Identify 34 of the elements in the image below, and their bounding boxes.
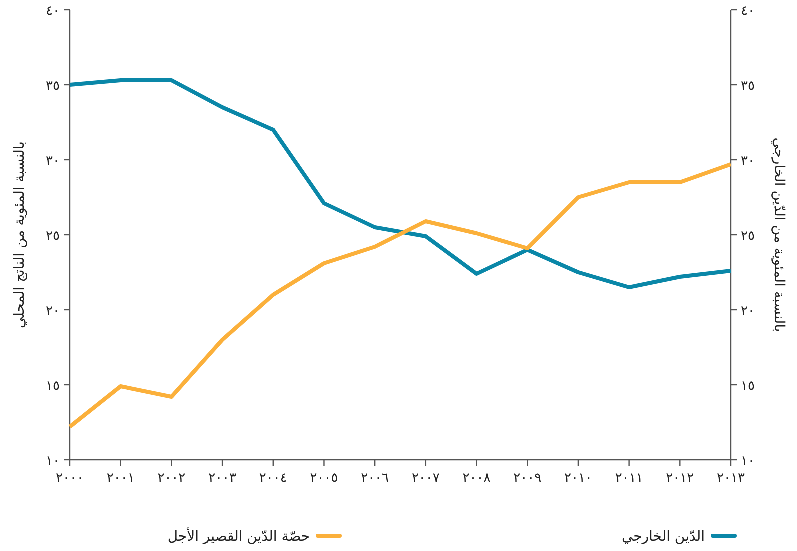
x-tick-label: ٢٠٠٧ (412, 471, 440, 486)
legend-label: الدّين الخارجي (622, 529, 705, 545)
x-tick-label: ٢٠٠٦ (361, 471, 390, 486)
x-tick-label: ٢٠٠٣ (208, 471, 237, 486)
x-tick-label: ٢٠٠٢ (158, 471, 186, 486)
x-tick-label: ٢٠١١ (615, 471, 644, 486)
y2-tick-label: ٣٠ (741, 154, 755, 169)
legend-label: حصّة الدّين القصير الأجل (168, 527, 310, 545)
x-tick-label: ٢٠١٠ (564, 471, 592, 486)
x-tick-label: ٢٠٠٩ (514, 471, 542, 486)
y-tick-label: ٢٥ (46, 229, 60, 244)
x-tick-label: ٢٠٠٤ (259, 471, 288, 486)
y2-tick-label: ١٠ (741, 454, 755, 469)
y2-axis-title: بالنسبة المئوية من الدّين الخارجي (771, 138, 787, 332)
line-series (68, 162, 733, 429)
y-tick-label: ١٠ (46, 454, 60, 469)
line-series (68, 78, 733, 290)
y2-tick-label: ٣٥ (741, 79, 755, 94)
x-tick-label: ٢٠٠٠ (56, 471, 84, 486)
y-tick-label: ٤٠ (46, 4, 60, 19)
y-axis-title: بالنسبة المئوية من الناتج المحلي (12, 141, 28, 329)
y2-tick-label: ١٥ (741, 379, 755, 394)
y2-tick-label: ٤٠ (741, 4, 755, 19)
y2-tick-label: ٢٠ (741, 304, 755, 319)
y-tick-label: ١٥ (46, 379, 60, 394)
x-tick-label: ٢٠٠١ (106, 471, 135, 486)
y-tick-label: ٢٠ (46, 304, 60, 319)
x-tick-label: ٢٠٠٨ (462, 471, 491, 486)
y2-tick-label: ٢٥ (741, 229, 755, 244)
x-tick-label: ٢٠١٣ (717, 471, 745, 486)
x-tick-label: ٢٠٠٥ (310, 471, 338, 486)
y-tick-label: ٣٥ (46, 79, 60, 94)
x-tick-label: ٢٠١٢ (666, 471, 694, 486)
y-tick-label: ٣٠ (46, 154, 60, 169)
